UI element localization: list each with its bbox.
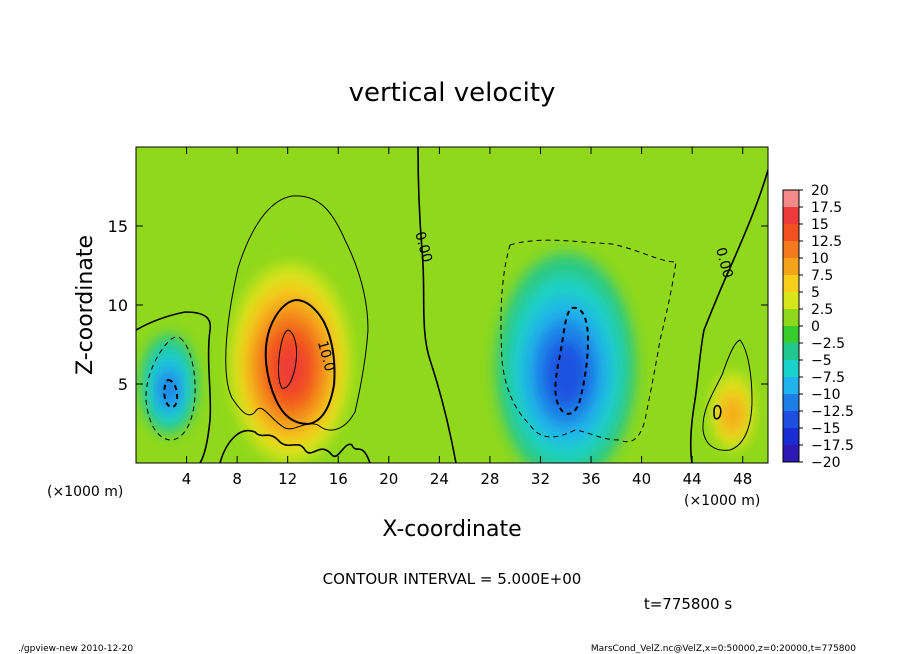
contour-label: 0.00 bbox=[712, 246, 736, 280]
x-tick-label: 44 bbox=[683, 470, 702, 488]
field-shading bbox=[140, 246, 761, 463]
contour-zero-lower-left bbox=[219, 429, 371, 463]
colorbar-swatch bbox=[783, 343, 799, 361]
colorbar: 2017.51512.5107.552.50−2.5−5−7.5−10−12.5… bbox=[782, 183, 854, 471]
x-axis-label: X-coordinate bbox=[382, 517, 521, 542]
contour-ten-updraft bbox=[264, 298, 336, 426]
colorbar-swatch bbox=[783, 411, 799, 429]
x-tick-label: 4 bbox=[182, 470, 192, 488]
y-tick-label: 5 bbox=[118, 375, 128, 394]
colorbar-label: −20 bbox=[811, 455, 841, 471]
colorbar-swatch bbox=[783, 360, 799, 378]
colorbar-label: −10 bbox=[811, 387, 841, 403]
y-tick-label: 10 bbox=[108, 296, 128, 315]
x-tick-label: 24 bbox=[430, 470, 449, 488]
colorbar-label: 7.5 bbox=[811, 268, 833, 284]
colorbar-swatch bbox=[783, 445, 799, 463]
chart-title: vertical velocity bbox=[349, 78, 556, 108]
contour-labels: 0.00 0.00 10.0 bbox=[314, 230, 736, 373]
x-unit-left: (×1000 m) bbox=[47, 484, 123, 500]
colorbar-swatch bbox=[783, 224, 799, 242]
x-tick-label: 36 bbox=[581, 470, 600, 488]
time-label: t=775800 s bbox=[644, 595, 732, 613]
x-tick-label: 40 bbox=[632, 470, 651, 488]
contour-label: 10.0 bbox=[314, 339, 338, 373]
contour-fifteen-updraft bbox=[278, 329, 297, 389]
contour-neg-ten-downdraft bbox=[554, 306, 590, 415]
contour-lines bbox=[136, 147, 768, 463]
colorbar-label: 2.5 bbox=[811, 302, 833, 318]
x-tick-label: 28 bbox=[480, 470, 499, 488]
colorbar-label: 0 bbox=[811, 319, 820, 335]
contour-ten-right bbox=[713, 404, 722, 420]
x-unit-right: (×1000 m) bbox=[684, 493, 760, 509]
colorbar-swatch bbox=[783, 428, 799, 446]
contour-zero-left bbox=[136, 311, 212, 463]
colorbar-label: −2.5 bbox=[811, 336, 845, 352]
x-tick-label: 8 bbox=[232, 470, 242, 488]
colorbar-label: 20 bbox=[811, 183, 829, 199]
colorbar-swatch bbox=[783, 190, 799, 208]
colorbar-swatch bbox=[783, 326, 799, 344]
x-tick-label: 12 bbox=[278, 470, 297, 488]
x-tick-label: 16 bbox=[329, 470, 348, 488]
colorbar-swatch bbox=[783, 258, 799, 276]
colorbar-label: 15 bbox=[811, 217, 829, 233]
colorbar-swatch bbox=[783, 377, 799, 395]
contour-neg-ten-left bbox=[163, 378, 179, 408]
colorbar-label: −5 bbox=[811, 353, 832, 369]
x-tick-label: 20 bbox=[379, 470, 398, 488]
contour-neg-five-left bbox=[145, 336, 196, 441]
x-tick-label: 32 bbox=[531, 470, 550, 488]
contour-zero-center bbox=[417, 147, 457, 463]
y-tick-label: 15 bbox=[108, 217, 128, 236]
contour-zero-right bbox=[689, 169, 768, 463]
field-level-0-6 bbox=[275, 343, 305, 393]
colorbar-label: 17.5 bbox=[811, 200, 842, 216]
colorbar-label: −17.5 bbox=[811, 438, 854, 454]
field-level-1-3 bbox=[722, 397, 743, 432]
x-tick-label: 48 bbox=[733, 470, 752, 488]
plot-area bbox=[136, 147, 768, 463]
colorbar-swatch bbox=[783, 394, 799, 412]
contour-five-right bbox=[702, 339, 753, 451]
colorbar-swatch bbox=[783, 241, 799, 259]
contour-neg-five-downdraft bbox=[500, 239, 677, 443]
colorbar-label: 12.5 bbox=[811, 234, 842, 250]
contour-five-updraft bbox=[225, 195, 369, 431]
colorbar-swatch bbox=[783, 275, 799, 293]
colorbar-swatch bbox=[783, 309, 799, 327]
contour-label: 0.00 bbox=[411, 230, 435, 264]
colorbar-label: −15 bbox=[811, 421, 841, 437]
colorbar-swatch bbox=[783, 207, 799, 225]
colorbar-label: 10 bbox=[811, 251, 829, 267]
footer-right: MarsCond_VelZ.nc@VelZ,x=0:50000,z=0:2000… bbox=[591, 644, 856, 654]
colorbar-label: −12.5 bbox=[811, 404, 854, 420]
y-axis-label: Z-coordinate bbox=[73, 235, 98, 375]
colorbar-label: 5 bbox=[811, 285, 820, 301]
contour-interval-note: CONTOUR INTERVAL = 5.000E+00 bbox=[323, 570, 582, 588]
footer-left: ./gpview-new 2010-12-20 bbox=[18, 644, 133, 654]
colorbar-swatch bbox=[783, 292, 799, 310]
colorbar-label: −7.5 bbox=[811, 370, 845, 386]
field-level-2-4 bbox=[545, 341, 586, 407]
